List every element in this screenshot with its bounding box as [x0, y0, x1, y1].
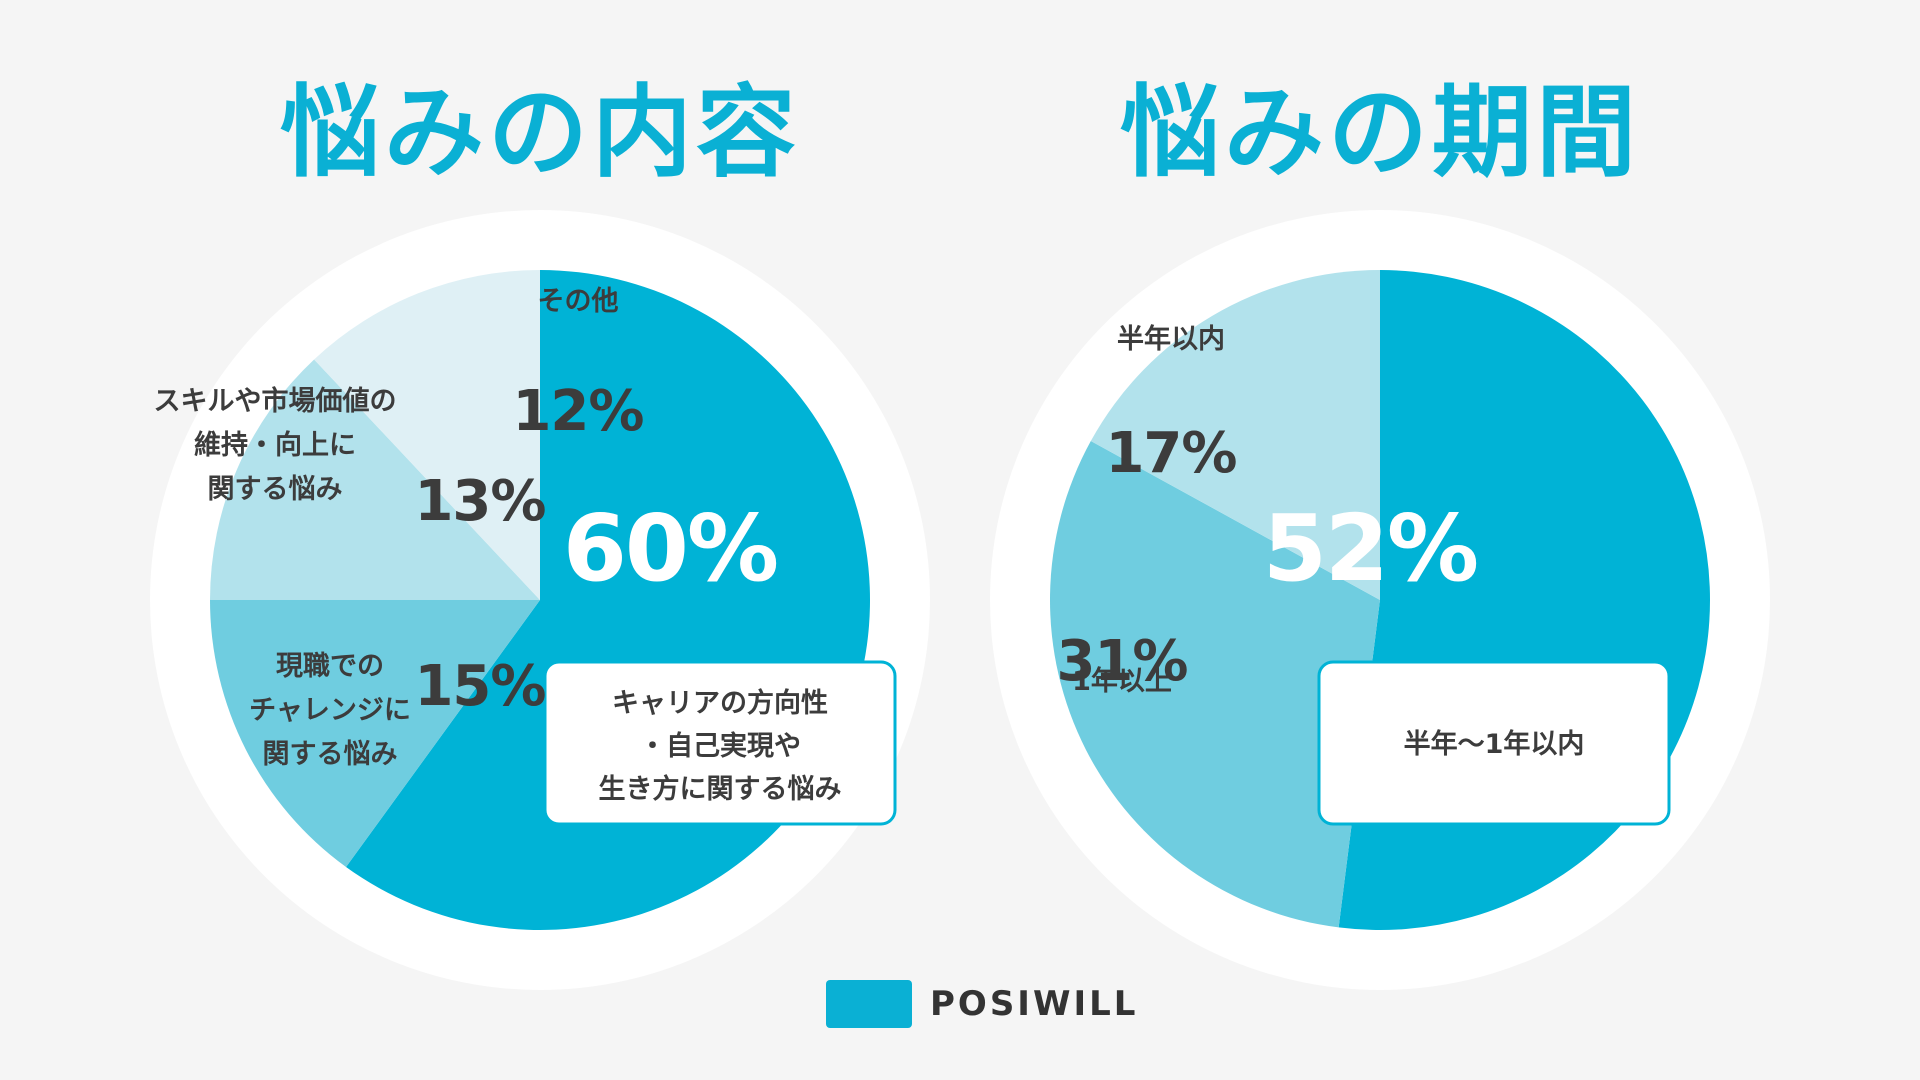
slice-category-label: 半年〜1年以内 — [1404, 728, 1585, 760]
slice-value-label: 60% — [563, 495, 777, 602]
logo-mark-icon — [826, 980, 912, 1028]
pie-slice — [210, 600, 540, 867]
posiwill-logo: POSIWILL — [826, 980, 1138, 1028]
slice-value-label: 13% — [414, 469, 545, 534]
pie-slice — [1090, 270, 1380, 600]
pie-slice — [314, 270, 540, 600]
chart-title-content: 悩みの内容 — [280, 74, 800, 191]
slice-value-label: 12% — [512, 379, 643, 444]
slice-value-label: 17% — [1105, 421, 1236, 486]
slice-callout-box — [543, 660, 897, 826]
slice-category-label: 半年以内 — [1117, 323, 1225, 355]
slice-category-label: 現職でのチャレンジに関する悩み — [249, 651, 411, 770]
slice-value-label: 31% — [1056, 629, 1187, 694]
pie-chart-duration: 52% 半年〜1年以内 31%1年以上 17% 半年以内 — [990, 210, 1770, 990]
pie-slice — [1050, 441, 1380, 928]
pie-slice — [210, 359, 540, 600]
slice-value-label: 15% — [414, 654, 545, 719]
slice-category-label: スキルや市場価値の維持・向上に関する悩み — [154, 385, 397, 505]
slice-category-label: その他 — [538, 286, 619, 317]
slice-category-label: キャリアの方向性・自己実現や生き方に関する悩み — [599, 687, 842, 805]
slice-callout-box — [1317, 660, 1671, 826]
slice-category-label: 1年以上 — [1072, 665, 1172, 697]
chart-title-duration: 悩みの期間 — [1120, 74, 1640, 191]
pie-chart-content: 60% キャリアの方向性・自己実現や生き方に関する悩み 15%現職でのチャレンジに関… — [150, 210, 930, 990]
slice-value-label: 52% — [1263, 495, 1477, 602]
logo-text: POSIWILL — [930, 984, 1139, 1024]
